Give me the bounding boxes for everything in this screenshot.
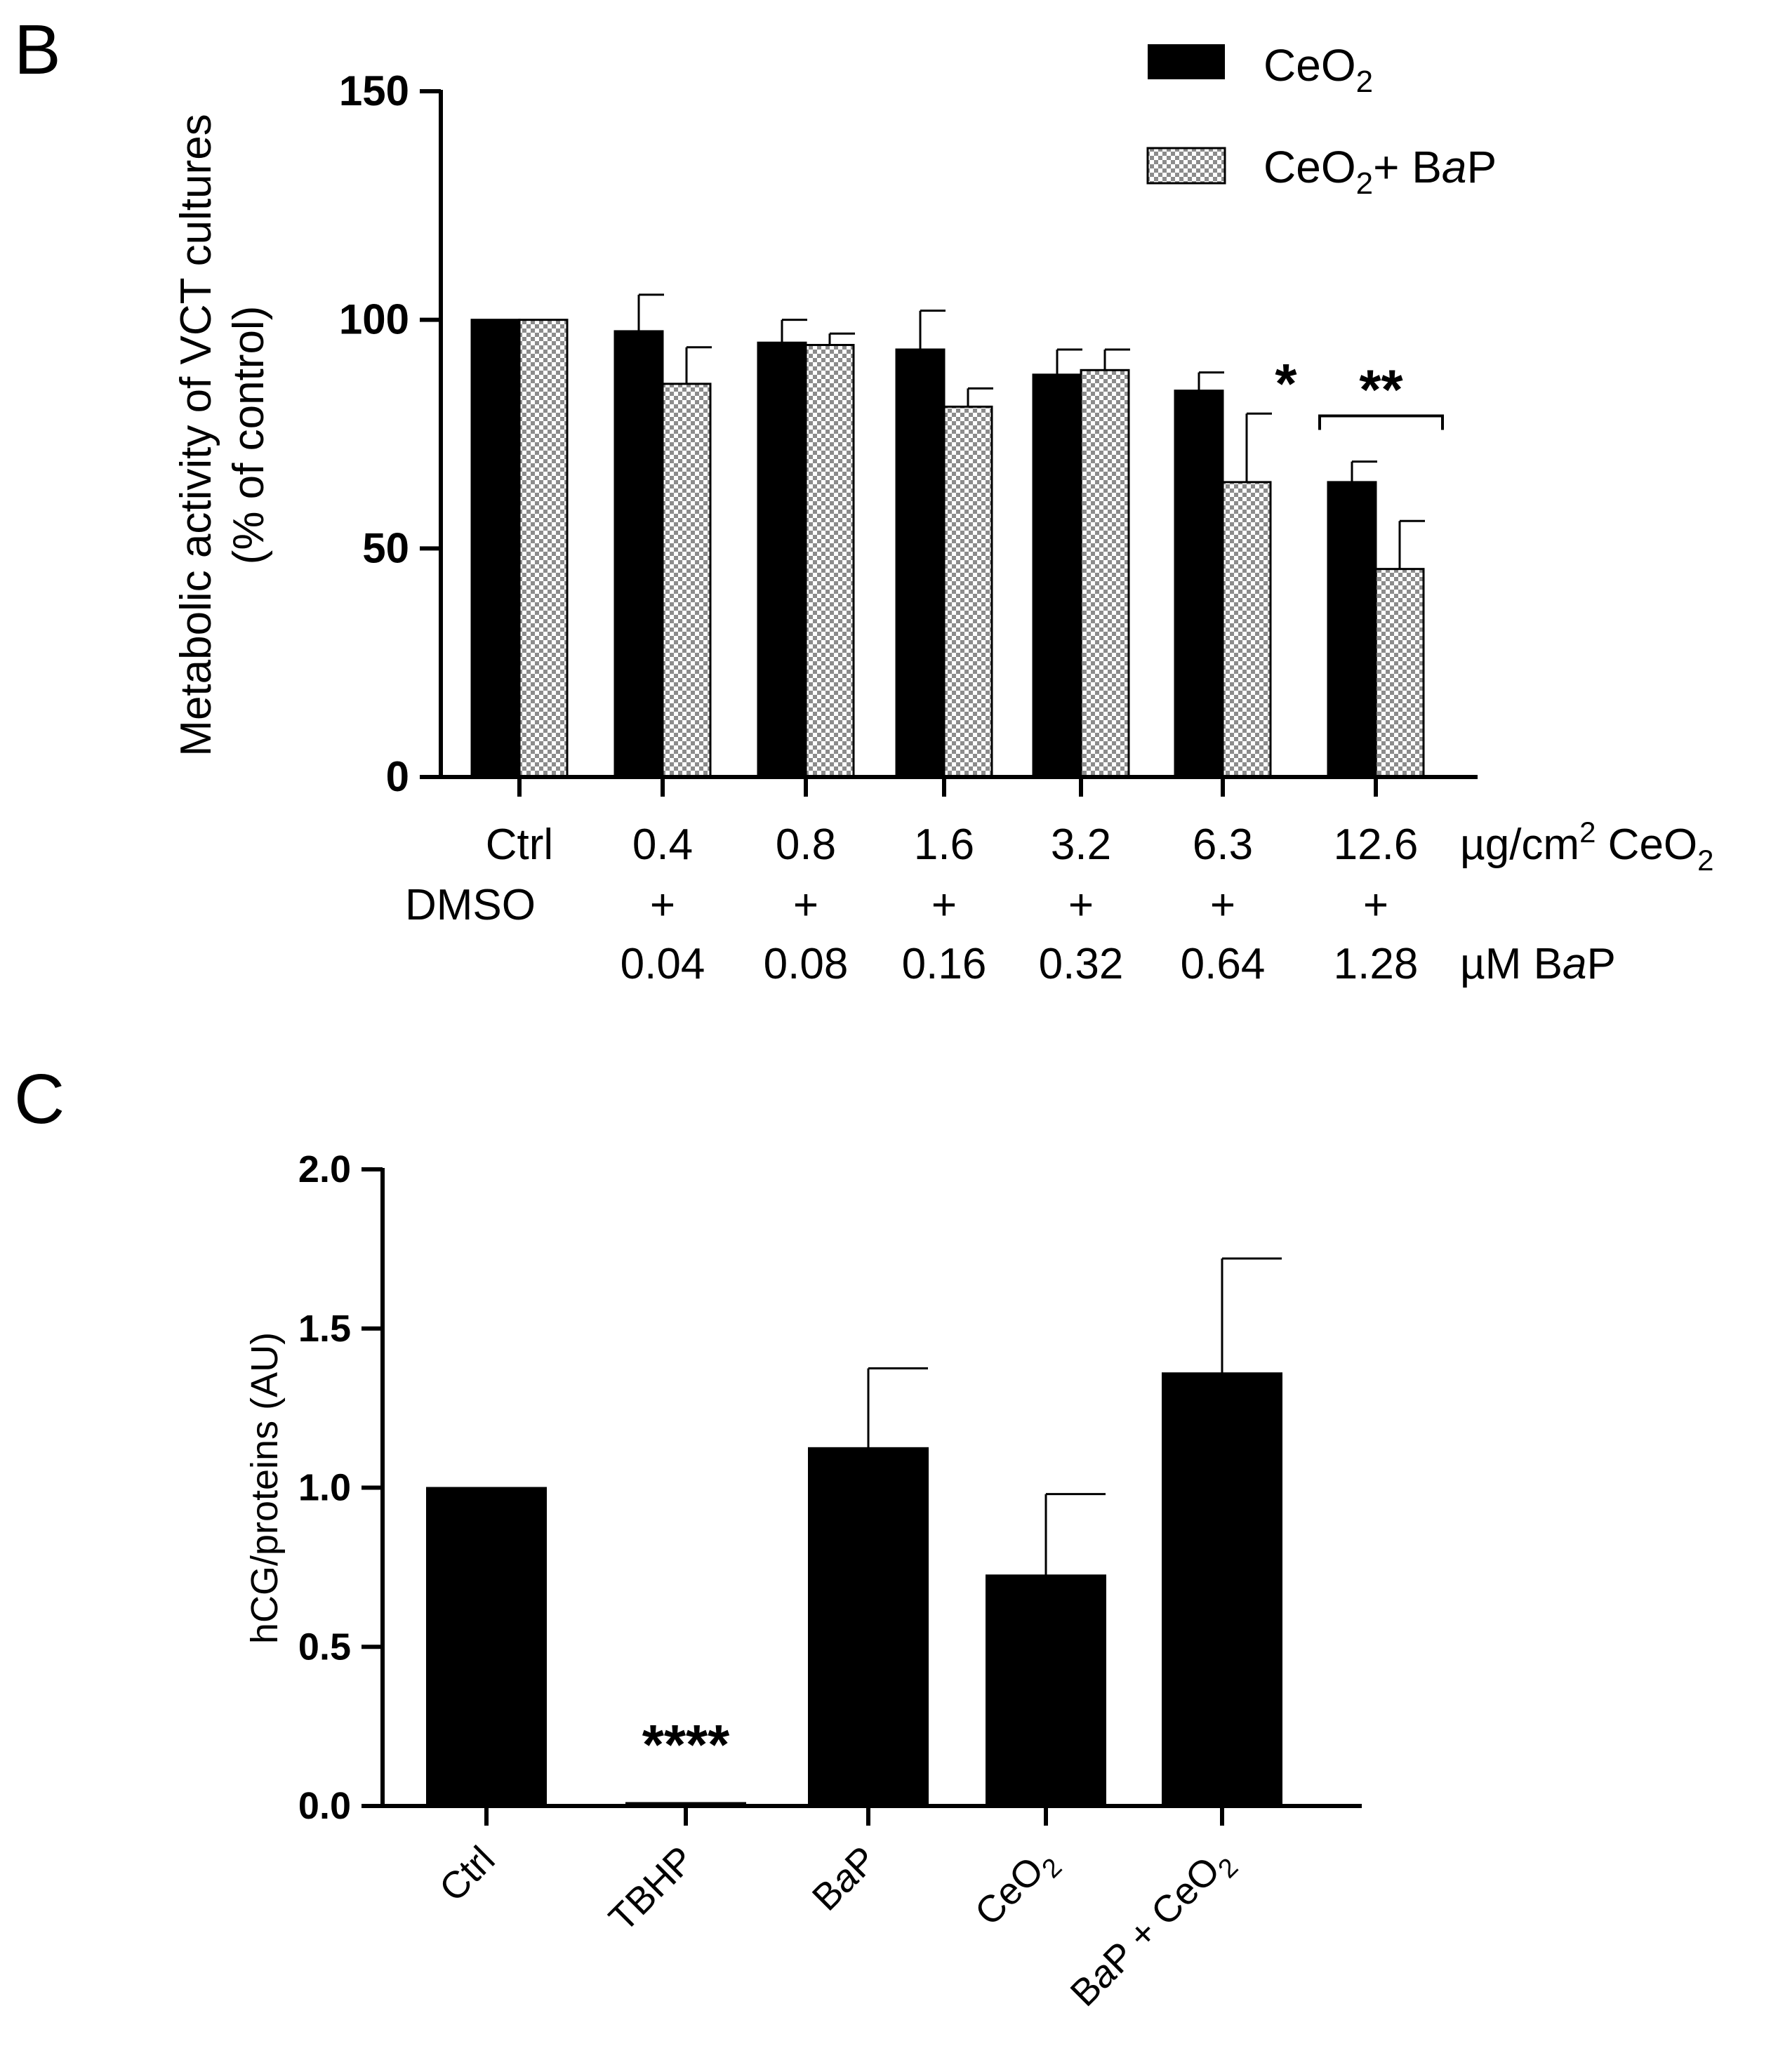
panel-c-x-tick-label: CeO2 (967, 1838, 1068, 1939)
panel-b-x-bap-label: 0.32 (1039, 940, 1124, 988)
panel-b-bar (518, 319, 569, 778)
panel-b-significance-stars: ** (1359, 358, 1403, 420)
panel-c-y-tick-label: 2.0 (298, 1148, 351, 1190)
panel-b-annotations: * ** (1275, 352, 1444, 430)
panel-b-x-labels: Ctrl DMSO 0.4 +0.04 0.8 +0.08 1.6 +0.16 3.2 +0.32… (405, 821, 1418, 988)
panel-c-label: C (14, 1060, 65, 1138)
panel-b-bar (613, 330, 664, 778)
panel-c-bar (426, 1487, 547, 1807)
panel-b: B Metabolic activity of VCT cultures (% … (14, 11, 1714, 988)
panel-c-y-ticks: 0.0 0.5 1.0 1.5 2.0 (298, 1148, 383, 1827)
panel-b-significance-star: * (1275, 352, 1297, 415)
panel-b-legend: CeO2 CeO2+ BaP (1146, 40, 1497, 201)
panel-b-y-ticks: 0 50 100 150 (339, 67, 441, 800)
panel-b-bar (757, 341, 807, 778)
panel-b-x-bap-label: 0.08 (764, 940, 849, 988)
panel-b-y-tick-label: 0 (386, 753, 409, 800)
panel-b-x-bap-label: 0.16 (902, 940, 987, 988)
panel-b-x-plus-label: + (931, 881, 957, 929)
panel-b-x-plus-label: + (1210, 881, 1235, 929)
legend-swatch-ceo2 (1148, 44, 1225, 79)
panel-b-significance-bracket (1318, 414, 1444, 430)
panel-b-bar (943, 405, 993, 778)
panel-c-x-tick-label: BaP (804, 1838, 885, 1919)
panel-c-y-tick-label: 1.0 (298, 1467, 351, 1509)
panel-b-axes (439, 90, 1478, 797)
panel-b-x-dose-label: 6.3 (1193, 821, 1253, 869)
panel-b-bar (1032, 373, 1082, 778)
panel-b-bar (1374, 568, 1425, 778)
panel-b-dose-row-label: µg/cm2 CeO2 (1460, 816, 1714, 877)
panel-c-x-tick-label: BaP + CeO2 (1063, 1838, 1245, 2020)
panel-b-x-dose-label: 3.2 (1051, 821, 1111, 869)
panel-b-x-plus-label: DMSO (405, 881, 536, 929)
panel-b-bar (804, 343, 855, 778)
panel-b-x-bap-label: 0.04 (621, 940, 705, 988)
panel-b-bar (661, 383, 712, 778)
panel-b-x-bap-label: 1.28 (1334, 940, 1419, 988)
panel-c-y-tick-label: 0.5 (298, 1626, 351, 1668)
panel-b-x-dose-label: 0.8 (776, 821, 836, 869)
panel-b-x-dose-label: 1.6 (914, 821, 974, 869)
panel-b-label: B (14, 11, 61, 89)
panel-b-bap-row-label: µM BaP (1460, 940, 1616, 988)
panel-b-y-tick-label: 50 (362, 524, 409, 571)
panel-b-x-plus-label: + (1068, 881, 1094, 929)
panel-b-x-plus-label: + (650, 881, 675, 929)
panel-c-y-tick-label: 1.5 (298, 1308, 351, 1350)
legend-label-ceo2: CeO2 (1263, 40, 1373, 99)
panel-b-y-tick-label: 100 (339, 296, 409, 343)
panel-c-x-tick-label: Ctrl (432, 1838, 503, 1910)
panel-b-x-dose-label: Ctrl (486, 821, 553, 869)
panel-c-significance-stars: **** (642, 1713, 730, 1776)
panel-c-axes (380, 1168, 1362, 1826)
panel-b-x-bap-label: 0.64 (1181, 940, 1266, 988)
panel-c-bar (808, 1447, 929, 1807)
panel-b-x-dose-label: 12.6 (1334, 821, 1419, 869)
panel-b-bar (1174, 390, 1224, 778)
panel-b-y-axis-label-line1: Metabolic activity of VCT cultures (172, 114, 220, 756)
legend-swatch-ceo2-bap (1146, 147, 1226, 185)
panel-b-y-tick-label: 150 (339, 67, 409, 114)
panel-c-annotations: **** (642, 1713, 730, 1776)
panel-c-y-tick-label: 0.0 (298, 1785, 351, 1827)
panel-b-y-axis-label-line2: (% of control) (225, 306, 273, 565)
panel-b-y-axis-label: Metabolic activity of VCT cultures (% of… (172, 114, 273, 756)
panel-b-bar (1221, 481, 1272, 778)
panel-c-y-axis-label: hCG/proteins (AU) (244, 1332, 286, 1644)
panel-b-bar (470, 319, 521, 778)
panel-c-bar (1162, 1372, 1282, 1807)
panel-b-x-dose-label: 0.4 (632, 821, 693, 869)
panel-b-bar (895, 348, 946, 778)
panel-b-x-plus-label: + (1363, 881, 1388, 929)
panel-b-x-plus-label: + (793, 881, 818, 929)
panel-c-x-tick-label: TBHP (601, 1838, 702, 1939)
panel-b-bar (1080, 368, 1130, 778)
panel-b-bar (1327, 481, 1377, 778)
panel-c: C hCG/proteins (AU) 0.0 0.5 1.0 1.5 2.0 Ctrl… (14, 1060, 1362, 2020)
panel-c-bar (986, 1574, 1106, 1807)
panel-c-bars (426, 1257, 1282, 1807)
legend-label-ceo2-bap: CeO2+ BaP (1263, 142, 1497, 201)
